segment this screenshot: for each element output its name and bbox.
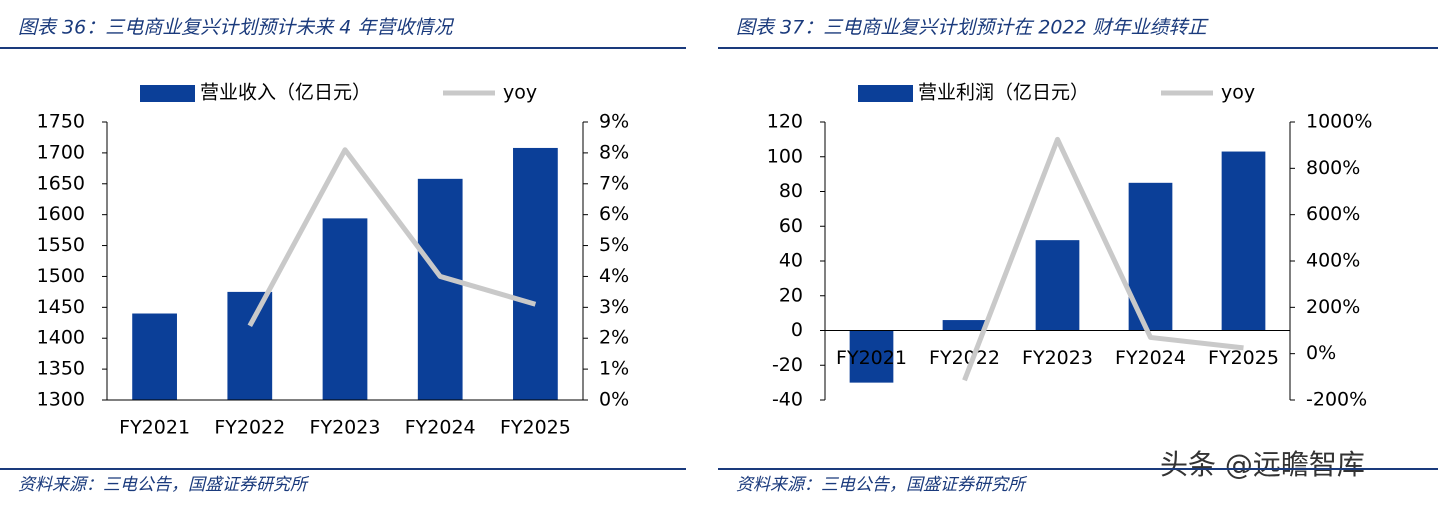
x-tick-label: FY2022 [214,417,285,439]
y2-tick-label: 0% [599,389,629,411]
bar [513,147,558,400]
y2-tick-label: 9% [599,111,629,133]
y2-tick-label: 200% [1306,296,1360,318]
y-tick-label: 1300 [37,389,85,411]
x-tick-label: FY2021 [836,347,907,369]
y-tick-label: 1750 [37,111,85,133]
y2-tick-label: 600% [1306,203,1360,225]
y2-tick-label: 1% [599,358,629,380]
bar [322,218,368,400]
y-tick-label: 1700 [37,141,85,163]
chart-title: 图表 36：三电商业复兴计划预计未来 4 年营收情况 [18,17,454,39]
y2-tick-label: 6% [599,203,629,225]
bar [1035,240,1080,331]
y-tick-label: 120 [767,111,803,133]
line [247,147,537,328]
bar [417,178,463,400]
y2-tick-label: 1000% [1306,111,1372,133]
y2-tick-label: 3% [599,296,629,318]
watermark: 头条 @远瞻智库 [1160,448,1365,481]
x-tick-label: FY2024 [405,417,476,439]
y-tick-label: 0 [791,319,803,341]
y-tick-label: 1350 [37,358,85,380]
x-tick-label: FY2025 [500,417,571,439]
y-tick-label: 80 [779,180,803,202]
source: 资料来源：三电公告，国盛证券研究所 [736,475,1028,495]
chart-panel: 图表 36：三电商业复兴计划预计未来 4 年营收情况资料来源：三电公告，国盛证券… [0,17,686,495]
y-tick-label: 1500 [37,265,85,287]
x-tick-label: FY2021 [119,417,190,439]
y2-tick-label: 4% [599,265,629,287]
y-tick-label: 1450 [37,296,85,318]
x-tick-label: FY2025 [1208,347,1279,369]
y-tick-label: 60 [779,215,803,237]
y-tick-label: 1600 [37,203,85,225]
legend-swatch [858,85,913,102]
y-tick-label: 100 [767,145,803,167]
y2-tick-label: -200% [1306,389,1367,411]
bar [227,291,273,400]
y2-tick-label: 400% [1306,250,1360,272]
legend-label: yoy [1221,82,1255,104]
y2-tick-label: 2% [599,327,629,349]
y-tick-label: 1400 [37,327,85,349]
y-tick-label: 20 [779,284,803,306]
y2-tick-label: 800% [1306,157,1360,179]
x-tick-label: FY2023 [1022,347,1093,369]
y-tick-label: 40 [779,250,803,272]
legend-label: yoy [503,82,537,104]
y2-tick-label: 5% [599,234,629,256]
line [962,136,1244,382]
legend-label: 营业收入（亿日元） [200,82,371,104]
bar [849,330,894,383]
source: 资料来源：三电公告，国盛证券研究所 [18,475,310,495]
bar [132,313,177,400]
chart-panel: 图表 37：三电商业复兴计划预计在 2022 财年业绩转正资料来源：三电公告，国… [718,17,1438,495]
y2-tick-label: 7% [599,172,629,194]
x-tick-label: FY2024 [1115,347,1186,369]
y-tick-label: 1650 [37,172,85,194]
chart-title: 图表 37：三电商业复兴计划预计在 2022 财年业绩转正 [736,17,1210,39]
legend-label: 营业利润（亿日元） [918,82,1089,104]
bar [1221,151,1266,331]
bar [942,320,987,331]
x-tick-label: FY2022 [929,347,1000,369]
y2-tick-label: 8% [599,141,629,163]
x-tick-label: FY2023 [310,417,381,439]
y-tick-label: -40 [772,389,803,411]
y-tick-label: -20 [772,354,803,376]
y2-tick-label: 0% [1306,342,1336,364]
y-tick-label: 1550 [37,234,85,256]
legend-swatch [140,85,195,102]
